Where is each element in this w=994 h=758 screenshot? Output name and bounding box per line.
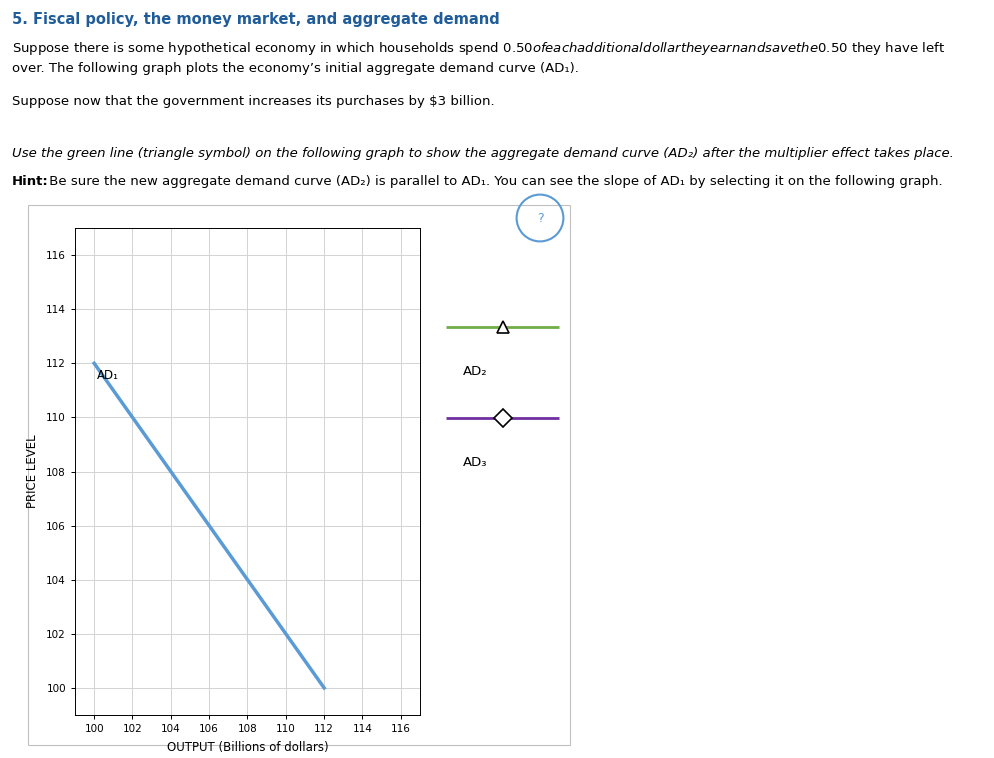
Text: over. The following graph plots the economy’s initial aggregate demand curve (AD: over. The following graph plots the econ… — [12, 62, 579, 75]
Text: AD₂: AD₂ — [462, 365, 487, 378]
Y-axis label: PRICE LEVEL: PRICE LEVEL — [26, 434, 39, 509]
Text: AD₃: AD₃ — [462, 456, 487, 469]
X-axis label: OUTPUT (Billions of dollars): OUTPUT (Billions of dollars) — [167, 741, 328, 754]
Text: ?: ? — [537, 211, 544, 224]
Text: Hint:: Hint: — [12, 175, 49, 188]
Text: Be sure the new aggregate demand curve (AD₂) is parallel to AD₁. You can see the: Be sure the new aggregate demand curve (… — [45, 175, 942, 188]
Text: AD₁: AD₁ — [97, 368, 119, 382]
Text: Use the green line (triangle symbol) on the following graph to show the aggregat: Use the green line (triangle symbol) on … — [12, 147, 954, 160]
Text: Suppose there is some hypothetical economy in which households spend $0.50 of ea: Suppose there is some hypothetical econo… — [12, 40, 945, 57]
Text: Suppose now that the government increases its purchases by $3 billion.: Suppose now that the government increase… — [12, 95, 495, 108]
Text: 5. Fiscal policy, the money market, and aggregate demand: 5. Fiscal policy, the money market, and … — [12, 12, 500, 27]
